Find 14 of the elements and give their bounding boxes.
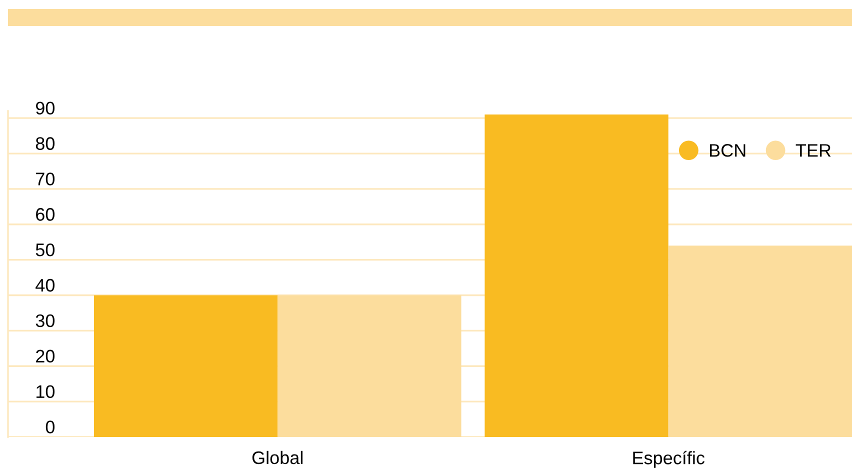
y-tick-label: 10	[36, 385, 55, 398]
y-tick-label: 80	[36, 137, 55, 150]
y-tick-label: 20	[36, 350, 55, 363]
legend-label: BCN	[710, 144, 746, 157]
x-tick-label: Global	[252, 450, 302, 464]
x-tick-label: Específic	[633, 450, 705, 468]
y-tick-label: 90	[36, 102, 55, 115]
legend-label: TER	[796, 144, 831, 157]
y-tick-label: 60	[36, 208, 55, 221]
y-tick-label: 70	[36, 172, 55, 186]
y-tick-label: 40	[36, 278, 55, 292]
y-tick-label: 50	[36, 243, 55, 256]
y-tick-label: 0	[46, 420, 55, 434]
y-tick-label: 30	[36, 314, 55, 328]
